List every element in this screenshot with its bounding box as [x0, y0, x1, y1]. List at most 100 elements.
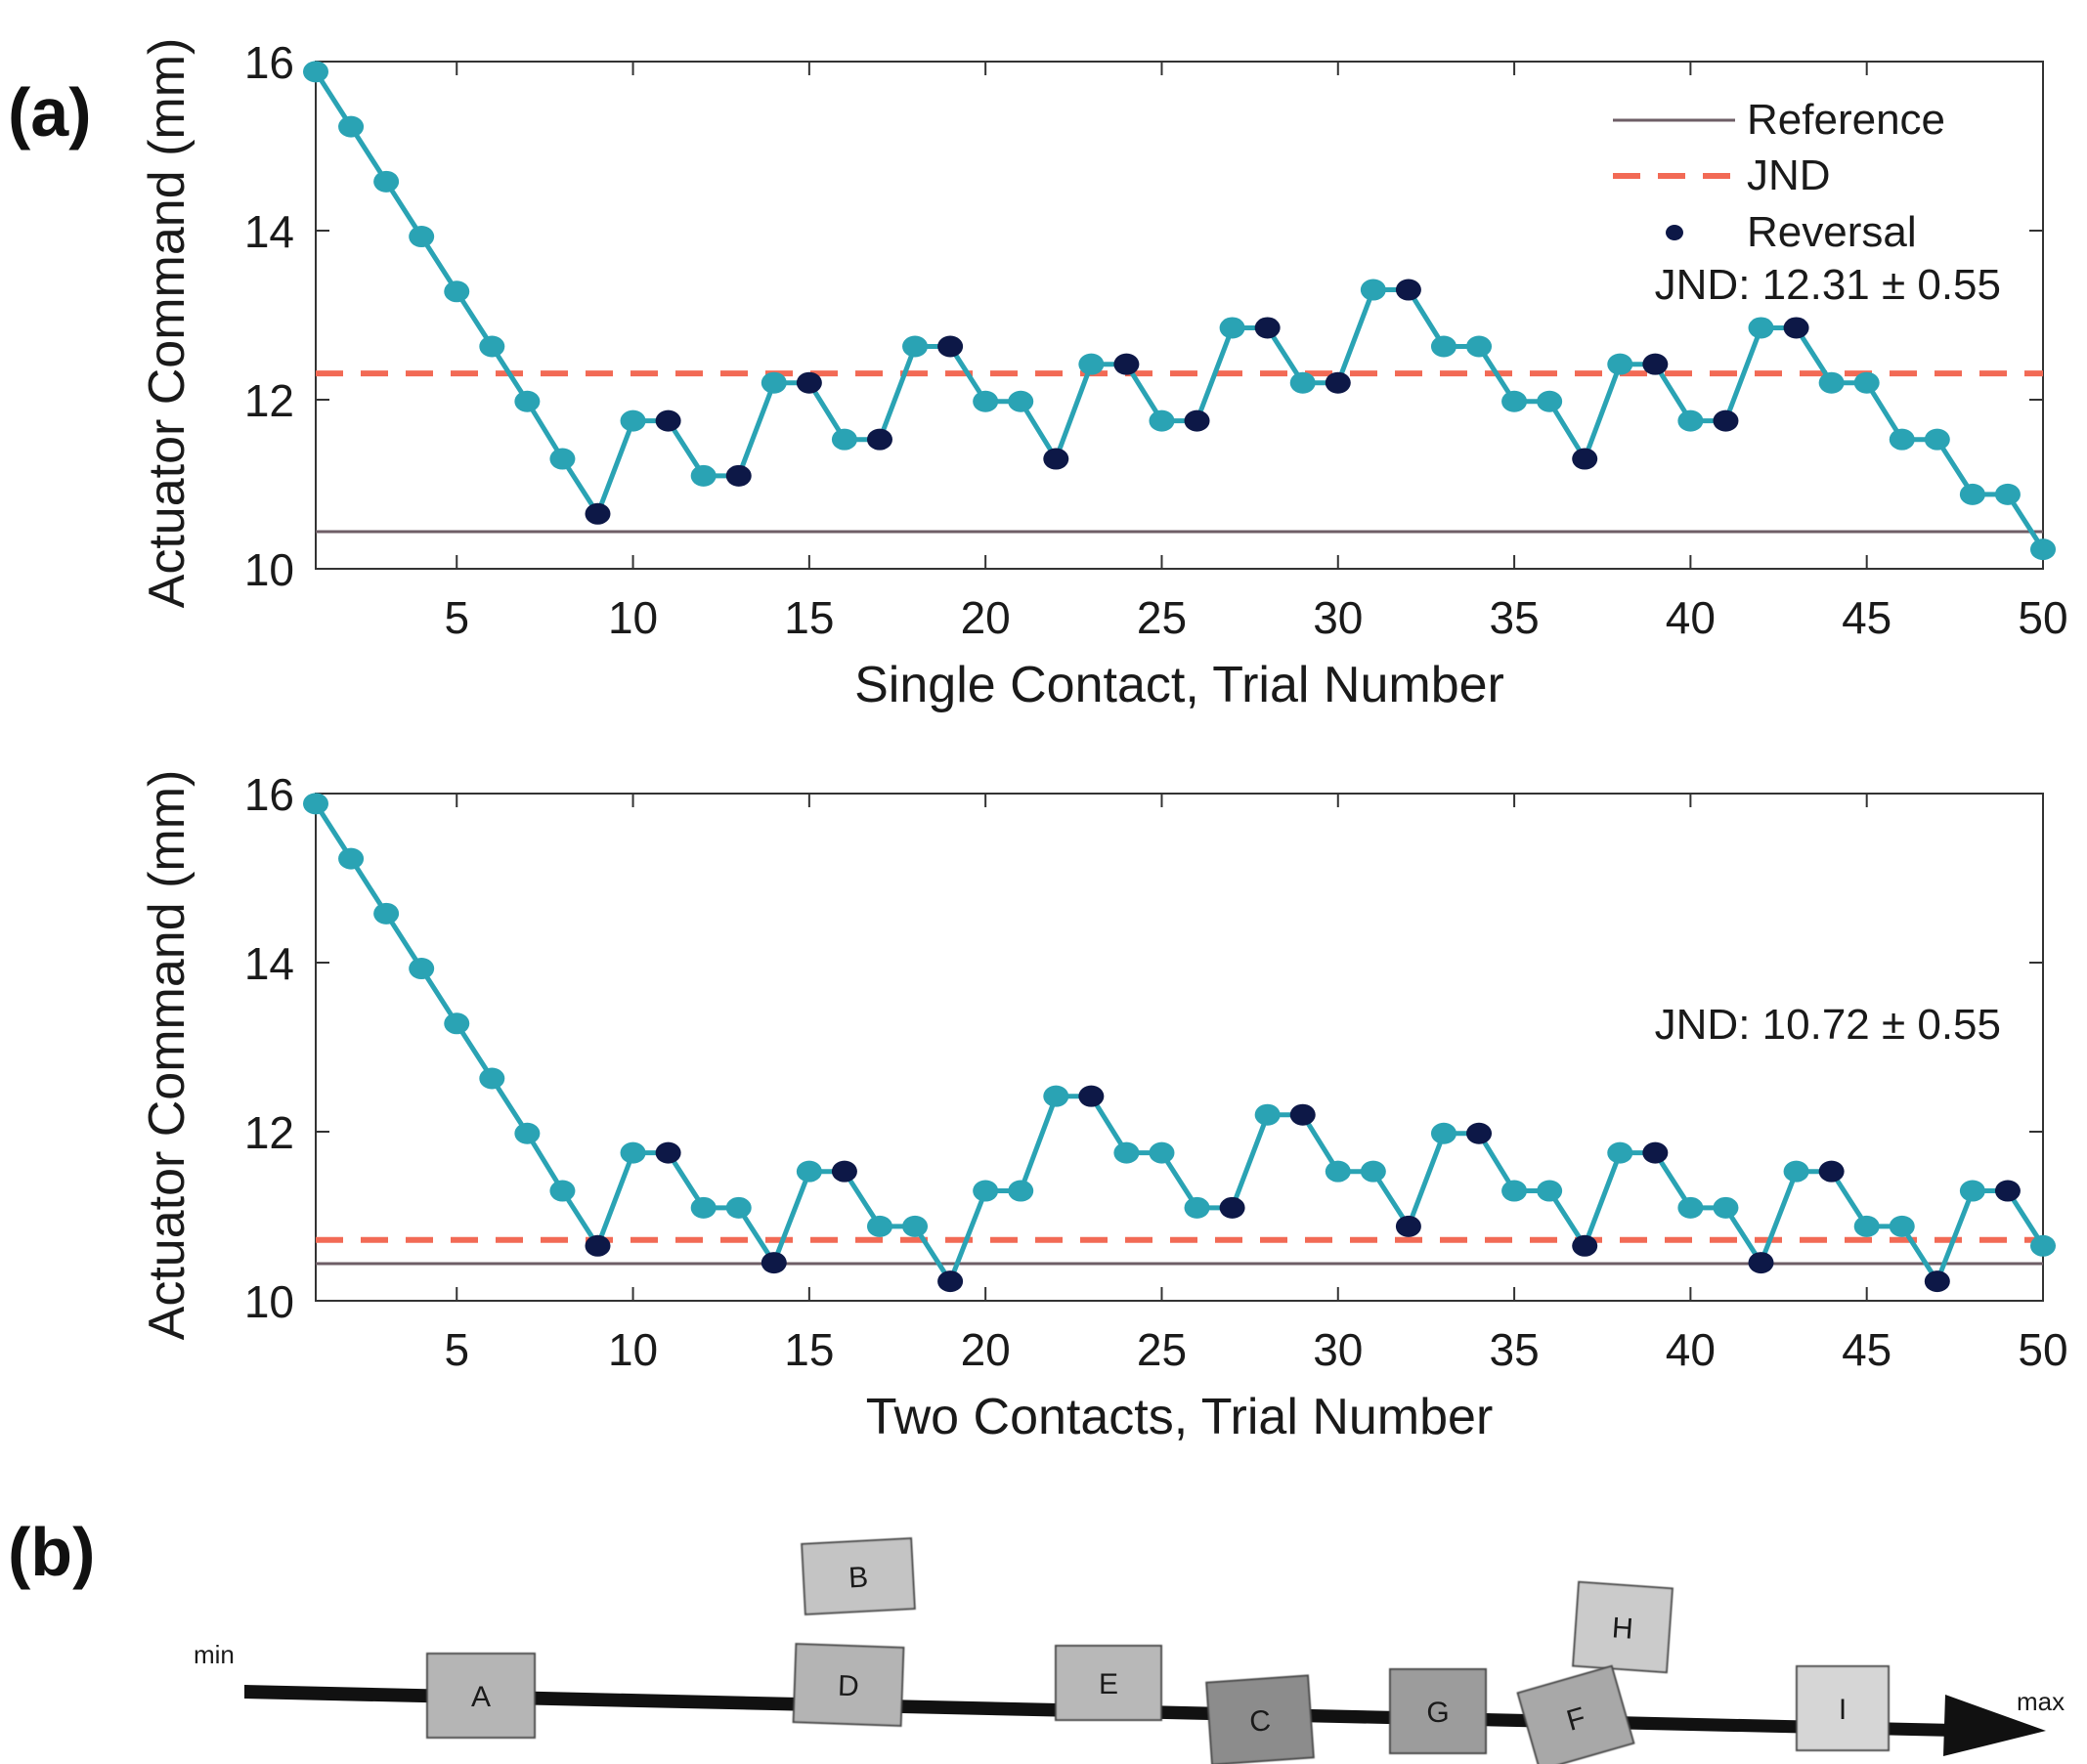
data-point: [1501, 390, 1528, 412]
data-point: [902, 1215, 929, 1237]
data-point: [2030, 538, 2056, 561]
data-point: [831, 428, 857, 451]
data-point: [1043, 1085, 1069, 1107]
reversal-point: [831, 1160, 857, 1183]
x-axis-label: Two Contacts, Trial Number: [866, 1389, 1494, 1445]
reversal-point: [1748, 1252, 1774, 1274]
reversal-point: [1219, 1196, 1245, 1219]
data-point: [1994, 483, 2021, 505]
ordering-block: H: [1572, 1580, 1674, 1674]
reversal-point: [1078, 1085, 1105, 1107]
data-point: [1677, 1196, 1704, 1219]
data-point: [1959, 1180, 1985, 1202]
reversal-point: [1289, 1103, 1316, 1126]
reversal-point: [866, 428, 892, 451]
data-point: [1677, 409, 1704, 432]
y-tick-label: 16: [244, 769, 294, 820]
data-point: [479, 1067, 505, 1090]
data-point: [1149, 1141, 1175, 1164]
reversal-point: [937, 1270, 964, 1293]
x-tick-label: 20: [961, 1324, 1011, 1375]
data-point: [303, 793, 328, 815]
data-point: [1607, 1141, 1633, 1164]
ordering-block-face: [1205, 1674, 1315, 1764]
data-point: [1466, 335, 1493, 358]
ordering-block-label: D: [838, 1670, 860, 1703]
plot-frame: [315, 793, 2044, 1302]
ordering-block-label: B: [848, 1561, 869, 1594]
ordering-block-label: A: [471, 1681, 491, 1713]
ordering-max-label: max: [2017, 1687, 2065, 1716]
data-point: [761, 371, 787, 394]
ordering-block-label: I: [1839, 1694, 1847, 1726]
data-point: [620, 409, 646, 432]
legend-reversal-label: Reversal: [1747, 208, 1917, 256]
ordering-block: D: [792, 1643, 905, 1727]
data-point: [338, 115, 365, 138]
ordering-min-label: min: [194, 1640, 235, 1669]
legend-jnd-label: JND: [1747, 151, 1831, 199]
chart-single-contact: 5 10 15 20 25 30 35 40 45 50 10 12 14 16 Single Contac…: [139, 37, 2068, 713]
x-tick-label: 45: [1842, 592, 1891, 643]
data-point: [1360, 1160, 1386, 1183]
y-tick-label: 10: [244, 1276, 294, 1327]
legend-reference-label: Reference: [1747, 96, 1945, 144]
x-tick-label: 5: [444, 1324, 469, 1375]
data-point: [1254, 1103, 1281, 1126]
data-point: [1818, 371, 1845, 394]
ordering-block: C: [1205, 1674, 1315, 1764]
data-point: [1889, 1215, 1915, 1237]
reversal-point: [1043, 448, 1069, 470]
data-point: [514, 390, 541, 412]
panel-label-b: (b): [8, 1514, 96, 1590]
ordering-block-label: H: [1611, 1612, 1634, 1645]
ordering-block: A: [426, 1653, 536, 1739]
ordering-block: I: [1796, 1665, 1890, 1751]
y-tick-label: 14: [244, 206, 294, 257]
reversal-point: [655, 1141, 681, 1164]
data-point: [338, 847, 365, 870]
x-tick-label: 25: [1137, 592, 1187, 643]
x-tick-label: 30: [1313, 1324, 1363, 1375]
reversal-point: [1642, 353, 1669, 375]
data-point: [866, 1215, 892, 1237]
data-point: [1078, 353, 1105, 375]
data-point: [1501, 1180, 1528, 1202]
data-point: [1184, 1196, 1210, 1219]
legend: Reference JND Reversal: [1613, 96, 1945, 256]
y-tick-label: 14: [244, 938, 294, 989]
panel-label-a: (a): [8, 74, 92, 151]
data-point: [444, 1012, 470, 1035]
data-point: [973, 390, 999, 412]
reversal-point: [655, 409, 681, 432]
x-tick-label: 5: [444, 592, 469, 643]
ordering-block-face: [1516, 1664, 1635, 1764]
data-point: [1360, 279, 1386, 301]
reversal-point: [1994, 1180, 2021, 1202]
x-tick-label: 35: [1489, 592, 1539, 643]
ordering-arrow-head: [1943, 1695, 2046, 1756]
data-point: [1008, 1180, 1034, 1202]
x-tick-label: 25: [1137, 1324, 1187, 1375]
plot-frame: [315, 61, 2044, 570]
ordering-block-face: [1572, 1580, 1674, 1674]
data-point: [620, 1141, 646, 1164]
data-point: [549, 1180, 576, 1202]
data-point: [444, 280, 470, 303]
ordering-block-face: [801, 1537, 916, 1615]
data-point: [1607, 353, 1633, 375]
data-point: [902, 335, 929, 358]
data-point: [1430, 335, 1457, 358]
jnd-annotation: JND: 10.72 ± 0.55: [1655, 1001, 2001, 1049]
data-point: [1219, 317, 1245, 339]
ordering-block: E: [1055, 1645, 1162, 1721]
reversal-point: [1395, 279, 1421, 301]
x-axis-label: Single Contact, Trial Number: [854, 657, 1504, 713]
reversal-point: [1713, 409, 1739, 432]
legend-reversal-marker: [1666, 225, 1683, 240]
y-tick-label: 12: [244, 375, 294, 426]
x-tick-label: 50: [2018, 1324, 2067, 1375]
x-tick-label: 45: [1842, 1324, 1891, 1375]
reversal-point: [1113, 353, 1140, 375]
